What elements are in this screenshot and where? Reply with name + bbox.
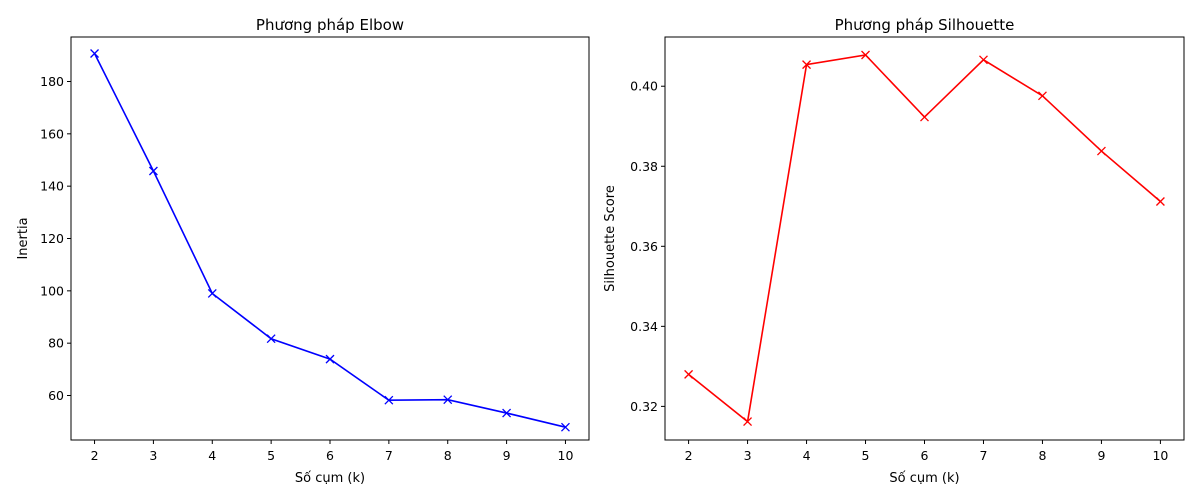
x-tick-label: 4 <box>803 448 811 463</box>
x-tick-label: 10 <box>558 448 574 463</box>
y-tick-label: 0.38 <box>630 159 658 174</box>
x-tick-label: 9 <box>1097 448 1105 463</box>
data-point <box>443 395 453 405</box>
data-point <box>743 417 753 427</box>
chart-title: Phương pháp Elbow <box>256 16 404 34</box>
x-tick-label: 9 <box>503 448 511 463</box>
series-line <box>688 54 1161 424</box>
data-point <box>502 408 512 418</box>
y-tick-label: 80 <box>48 336 64 351</box>
data-point <box>802 60 812 70</box>
data-point <box>861 50 870 60</box>
data-point <box>1096 146 1106 156</box>
y-tick-label: 0.40 <box>630 79 658 94</box>
x-tick-label: 5 <box>862 448 870 463</box>
data-point <box>920 112 929 122</box>
data-point <box>325 354 335 364</box>
y-tick-label: 0.36 <box>630 239 658 254</box>
plot-frame <box>664 36 1185 441</box>
data-point <box>148 166 158 176</box>
y-tick-label: 0.32 <box>630 399 658 414</box>
x-tick-label: 7 <box>385 448 393 463</box>
data-point <box>1037 91 1047 101</box>
x-tick-label: 8 <box>444 448 452 463</box>
data-point <box>1155 197 1165 206</box>
x-tick-label: 8 <box>1038 448 1046 463</box>
y-axis-label: Inertia <box>16 217 31 259</box>
y-tick-label: 120 <box>40 231 64 246</box>
chart-title: Phương pháp Silhouette <box>835 16 1015 34</box>
plot-frame <box>70 36 590 441</box>
data-point <box>266 334 276 344</box>
silhouette-chart: Phương pháp Silhouette Số cụm (k) Silhou… <box>603 16 1185 486</box>
x-tick-label: 7 <box>980 448 988 463</box>
y-tick-label: 60 <box>48 388 64 403</box>
elbow-chart: Phương pháp Elbow Số cụm (k) Inertia 2 3 4… <box>16 16 590 486</box>
x-tick-label: 5 <box>267 448 275 463</box>
x-tick-label: 10 <box>1152 448 1168 463</box>
x-axis-label: Số cụm (k) <box>889 471 959 486</box>
y-tick-label: 0.34 <box>630 319 658 334</box>
y-tick-label: 140 <box>40 179 64 194</box>
x-tick-label: 4 <box>208 448 216 463</box>
x-tick-label: 6 <box>921 448 929 463</box>
x-axis-label: Số cụm (k) <box>295 471 365 486</box>
data-point <box>684 369 694 379</box>
y-tick-label: 180 <box>40 74 64 89</box>
data-point <box>90 49 100 58</box>
x-tick-label: 2 <box>685 448 693 463</box>
x-tick-label: 2 <box>91 448 99 463</box>
x-tick-label: 3 <box>149 448 157 463</box>
y-axis-label: Silhouette Score <box>603 185 618 292</box>
series-line <box>93 53 566 428</box>
y-tick-label: 160 <box>40 126 64 141</box>
y-tick-label: 100 <box>40 283 64 298</box>
data-point <box>384 395 394 405</box>
data-point <box>560 422 570 432</box>
data-point <box>207 288 217 298</box>
data-point <box>979 55 988 65</box>
x-tick-label: 3 <box>744 448 752 463</box>
x-tick-label: 6 <box>326 448 334 463</box>
